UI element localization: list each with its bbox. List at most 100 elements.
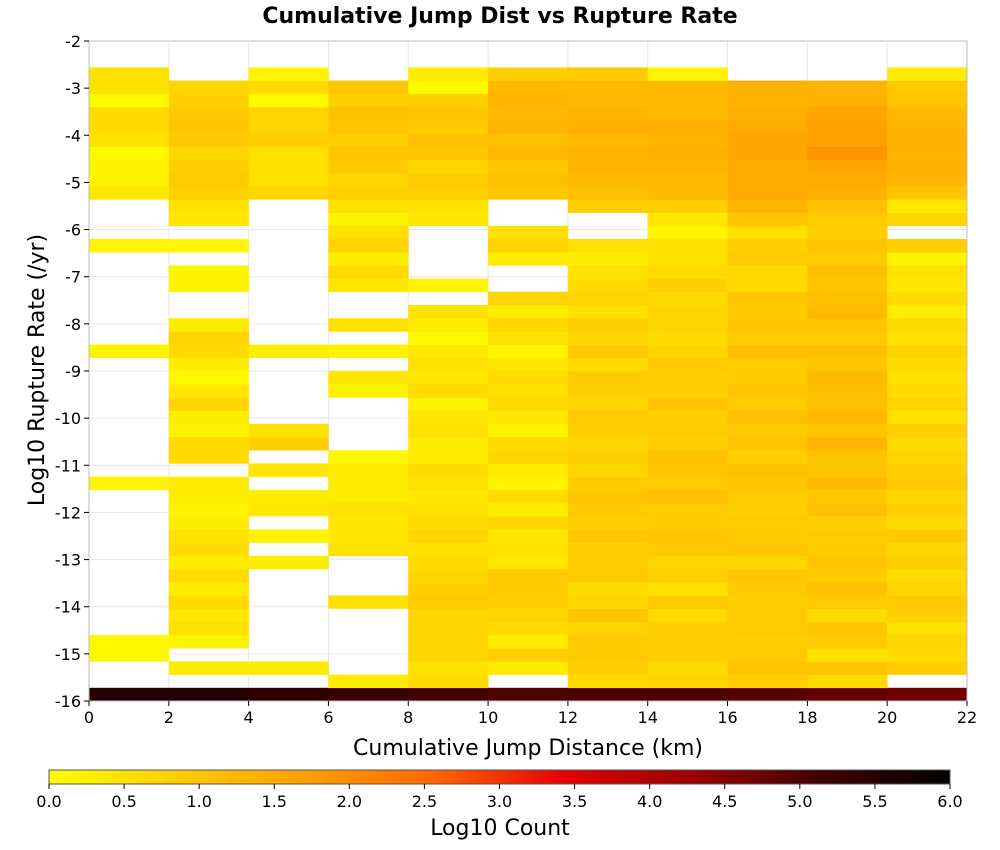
heatmap-cell: [887, 542, 968, 557]
heatmap-cell: [727, 621, 808, 636]
heatmap-cell: [887, 489, 968, 504]
colorbar-tick-label: 2.5: [412, 792, 437, 811]
heatmap-cell: [887, 278, 968, 293]
heatmap-cell: [488, 318, 569, 332]
heatmap-cell: [248, 80, 329, 95]
heatmap-cell: [168, 635, 249, 649]
heatmap-cell: [328, 516, 409, 530]
heatmap-cell: [647, 252, 728, 266]
heatmap-cell: [567, 489, 649, 504]
heatmap-cell: [567, 159, 649, 174]
heatmap-cell: [807, 476, 888, 491]
heatmap-cell: [647, 93, 728, 108]
heatmap-cell: [408, 648, 489, 662]
heatmap-cell: [408, 437, 489, 451]
heatmap-cell: [408, 146, 489, 161]
heatmap-cell: [168, 146, 249, 161]
y-tick-label: -13: [55, 551, 81, 570]
heatmap-cell: [89, 186, 170, 200]
heatmap-cell: [887, 450, 968, 464]
heatmap-cell: [647, 278, 728, 293]
heatmap-cell: [89, 476, 170, 491]
heatmap-cell: [727, 384, 808, 398]
heatmap-cell: [328, 450, 409, 464]
heatmap-cell: [727, 265, 808, 279]
heatmap-cell: [567, 621, 649, 636]
heatmap-cell: [727, 199, 808, 213]
heatmap-cell: [567, 80, 649, 95]
heatmap-cell: [647, 265, 728, 279]
heatmap-cell: [89, 239, 170, 253]
heatmap-cell: [727, 133, 808, 147]
heatmap-cell: [887, 635, 968, 649]
heatmap-cell: [807, 252, 888, 266]
heatmap-cell: [567, 582, 649, 596]
heatmap-cell: [887, 463, 968, 477]
heatmap-cell: [89, 635, 170, 649]
heatmap-cell: [887, 80, 968, 95]
heatmap-cell: [328, 199, 409, 213]
heatmap-cell: [168, 371, 249, 385]
heatmap-cell: [567, 410, 649, 425]
heatmap-cell: [408, 331, 489, 345]
heatmap-cell: [727, 305, 808, 319]
heatmap-cell: [807, 582, 888, 596]
heatmap-cell: [567, 542, 649, 557]
heatmap-cell: [168, 199, 249, 213]
heatmap-cell: [807, 687, 888, 702]
heatmap-cell: [567, 608, 649, 623]
heatmap-cell: [887, 410, 968, 425]
heatmap-cell: [887, 146, 968, 161]
heatmap-cell: [647, 133, 728, 147]
heatmap-cell: [408, 608, 489, 623]
heatmap-cell: [408, 278, 489, 293]
heatmap-cell: [727, 107, 808, 121]
heatmap-cell: [807, 278, 888, 293]
heatmap-cell: [408, 305, 489, 319]
heatmap-cell: [887, 291, 968, 306]
heatmap-cell: [488, 107, 569, 121]
heatmap-cell: [567, 133, 649, 147]
heatmap-cell: [168, 476, 249, 491]
heatmap-cell: [408, 212, 489, 227]
heatmap-cell: [168, 239, 249, 253]
heatmap-cell: [488, 120, 569, 134]
heatmap-cell: [488, 503, 569, 517]
x-tick-label: 18: [797, 708, 817, 727]
heatmap-cell: [488, 67, 569, 81]
heatmap-cell: [408, 344, 489, 359]
heatmap-cell: [727, 674, 808, 689]
heatmap-cell: [328, 133, 409, 147]
heatmap-cell: [567, 252, 649, 266]
heatmap-cell: [488, 371, 569, 385]
heatmap-cell: [887, 529, 968, 543]
heatmap-cell: [727, 173, 808, 187]
heatmap-cell: [647, 569, 728, 583]
heatmap-cell: [887, 357, 968, 372]
heatmap-cell: [647, 305, 728, 319]
heatmap-cell: [807, 225, 888, 240]
heatmap-cell: [168, 397, 249, 411]
x-tick-label: 4: [244, 708, 254, 727]
heatmap-cell: [488, 252, 569, 266]
x-tick-label: 14: [638, 708, 658, 727]
heatmap-cell: [647, 595, 728, 609]
heatmap-cell: [408, 463, 489, 477]
heatmap-cell: [807, 305, 888, 319]
x-tick-label: 16: [717, 708, 737, 727]
heatmap-cell: [168, 450, 249, 464]
heatmap-cell: [887, 133, 968, 147]
heatmap-cell: [647, 291, 728, 306]
heatmap-cell: [727, 661, 808, 675]
heatmap-cell: [567, 331, 649, 345]
heatmap-cell: [248, 146, 329, 161]
x-tick-label: 8: [403, 708, 413, 727]
heatmap-cell: [647, 489, 728, 504]
heatmap-cell: [408, 661, 489, 675]
heatmap-cell: [647, 687, 728, 702]
heatmap-cell: [887, 318, 968, 332]
heatmap-cell: [168, 661, 249, 675]
heatmap-cell: [567, 173, 649, 187]
heatmap-cell: [488, 331, 569, 345]
heatmap-cell: [328, 529, 409, 543]
